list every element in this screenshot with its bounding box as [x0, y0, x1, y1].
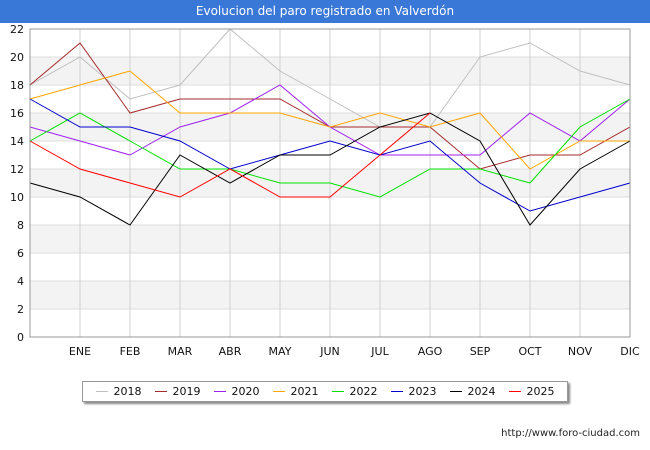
legend-swatch — [272, 391, 285, 392]
series-line-2024 — [29, 112, 631, 226]
series-line-2018 — [29, 28, 631, 128]
chart-title: Evolucion del paro registrado en Valverd… — [0, 0, 650, 23]
series-line-2025 — [29, 112, 431, 198]
x-axis-ticks: ENE FEB MAR ABR MAY JUN JUL AGO SEP OCT NOV DIC — [69, 345, 640, 358]
y-tick-label: 18 — [10, 79, 24, 92]
legend-item-2021: 2021 — [272, 385, 319, 398]
legend-swatch — [154, 391, 167, 392]
legend-item-2025: 2025 — [508, 385, 555, 398]
y-tick-label: 4 — [17, 275, 24, 288]
legend-swatch — [390, 391, 403, 392]
x-tick-label: MAY — [269, 345, 292, 358]
chart-legend: 2018 2019 2020 2021 2022 2023 2024 2025 — [82, 381, 568, 402]
series-line-2022 — [29, 98, 631, 198]
legend-item-2022: 2022 — [331, 385, 378, 398]
y-axis-ticks: 0 2 4 6 8 10 12 14 16 18 20 22 — [10, 23, 24, 344]
y-tick-label: 6 — [17, 247, 24, 260]
x-tick-label: FEB — [120, 345, 141, 358]
legend-item-2023: 2023 — [390, 385, 437, 398]
x-tick-label: NOV — [568, 345, 593, 358]
legend-label: 2020 — [231, 385, 260, 398]
series-line-2023 — [29, 98, 631, 212]
legend-label: 2018 — [113, 385, 142, 398]
legend-swatch — [508, 391, 521, 392]
y-tick-label: 14 — [10, 135, 24, 148]
legend-swatch — [331, 391, 344, 392]
x-tick-label: ENE — [69, 345, 91, 358]
y-tick-label: 16 — [10, 107, 24, 120]
legend-swatch — [95, 391, 108, 392]
y-tick-label: 8 — [17, 219, 24, 232]
x-tick-label: ABR — [219, 345, 242, 358]
x-tick-label: JUL — [370, 345, 389, 358]
legend-label: 2021 — [290, 385, 319, 398]
plot-frame — [29, 28, 631, 338]
legend-item-2019: 2019 — [154, 385, 201, 398]
y-tick-label: 12 — [10, 163, 24, 176]
x-tick-label: OCT — [518, 345, 541, 358]
y-tick-label: 2 — [17, 303, 24, 316]
legend-item-2018: 2018 — [95, 385, 142, 398]
x-tick-label: DIC — [620, 345, 640, 358]
y-tick-label: 20 — [10, 51, 24, 64]
legend-item-2024: 2024 — [449, 385, 496, 398]
y-tick-label: 10 — [10, 191, 24, 204]
legend-label: 2022 — [349, 385, 378, 398]
legend-label: 2019 — [172, 385, 201, 398]
legend-swatch — [449, 391, 462, 392]
legend-item-2020: 2020 — [213, 385, 260, 398]
y-tick-label: 0 — [17, 331, 24, 344]
legend-swatch — [213, 391, 226, 392]
legend-label: 2024 — [467, 385, 496, 398]
y-tick-label: 22 — [10, 23, 24, 36]
legend-label: 2025 — [526, 385, 555, 398]
x-tick-label: SEP — [470, 345, 491, 358]
x-tick-label: AGO — [418, 345, 443, 358]
x-tick-label: MAR — [168, 345, 193, 358]
legend-label: 2023 — [408, 385, 437, 398]
series-line-2021 — [29, 70, 630, 170]
series-lines — [29, 28, 631, 226]
source-credit: http://www.foro-ciudad.com — [501, 428, 640, 439]
x-tick-label: JUN — [319, 345, 340, 358]
